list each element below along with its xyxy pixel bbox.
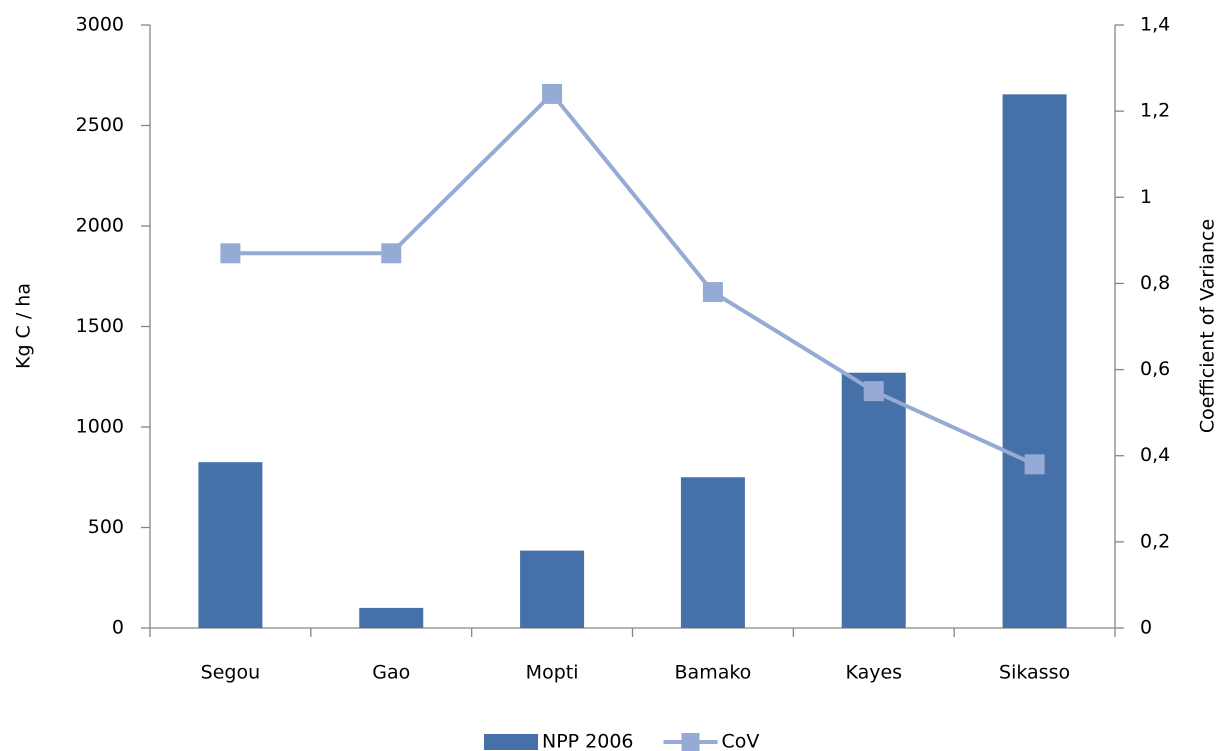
x-tick-label: Gao	[372, 662, 410, 684]
marker	[702, 282, 723, 303]
y-tick-label: 500	[88, 516, 124, 538]
bar	[359, 607, 424, 628]
x-tick-label: Segou	[201, 662, 260, 684]
legend-label: CoV	[722, 731, 760, 751]
marker	[863, 381, 884, 402]
bar	[680, 477, 745, 628]
y2-tick-label: 1,4	[1140, 14, 1170, 36]
y2-tick-label: 0,6	[1140, 358, 1170, 380]
legend-label: NPP 2006	[542, 731, 634, 751]
line	[230, 90, 1036, 467]
y2-tick-label: 0	[1140, 617, 1152, 639]
bar	[841, 372, 906, 628]
x-tick-label: Bamako	[675, 662, 752, 684]
bar	[1002, 94, 1067, 629]
y2-tick-label: 1,2	[1140, 100, 1170, 122]
x-tick-label: Sikasso	[999, 662, 1070, 684]
y2-tick-label: 0,4	[1140, 444, 1170, 466]
y-axis-title: Kg C / ha	[13, 283, 35, 369]
x-tick-label: Kayes	[845, 662, 902, 684]
y-tick-label: 1000	[76, 416, 124, 438]
y2-tick-label: 1	[1140, 186, 1152, 208]
legend-swatch	[484, 734, 538, 750]
y-tick-label: 2500	[76, 114, 124, 136]
marker	[542, 83, 563, 104]
bar	[198, 462, 263, 628]
marker	[220, 243, 241, 264]
marker	[1024, 454, 1045, 475]
x-tick-label: Mopti	[526, 662, 579, 684]
y-tick-label: 1500	[76, 315, 124, 337]
legend-swatch	[681, 733, 700, 751]
y2-tick-label: 0,8	[1140, 272, 1170, 294]
y2-axis-title: Coefficient of Variance	[1197, 219, 1219, 433]
y-tick-label: 0	[112, 617, 124, 639]
marker	[381, 243, 402, 264]
bar	[520, 550, 585, 628]
y2-tick-label: 0,2	[1140, 530, 1170, 552]
y-tick-label: 3000	[76, 14, 124, 36]
y-tick-label: 2000	[76, 215, 124, 237]
